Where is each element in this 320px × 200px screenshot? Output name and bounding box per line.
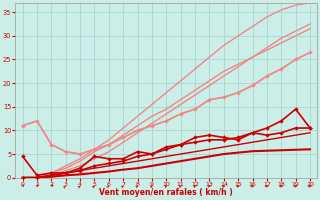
X-axis label: Vent moyen/en rafales ( km/h ): Vent moyen/en rafales ( km/h ) <box>100 188 233 197</box>
